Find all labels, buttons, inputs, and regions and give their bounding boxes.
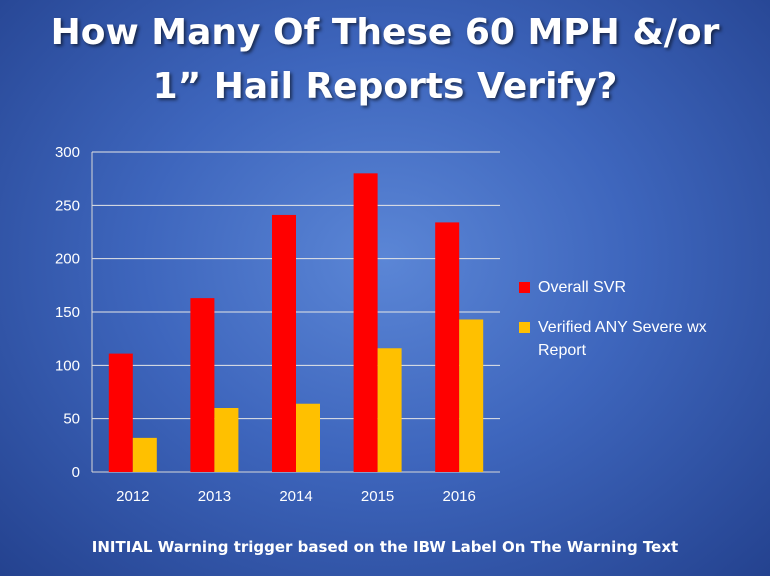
y-tick-label: 150 [55, 304, 80, 321]
y-tick-label: 250 [55, 197, 80, 214]
bar-overall-svr-2012 [108, 353, 133, 472]
y-tick-label: 100 [55, 357, 80, 374]
legend-item-verified: Verified ANY Severe wx Report [519, 316, 759, 362]
legend-swatch-verified [519, 322, 530, 333]
y-tick-label: 200 [55, 251, 80, 268]
x-tick-label: 2013 [198, 488, 231, 505]
bar-overall-svr-2015 [353, 173, 378, 473]
x-tick-label: 2016 [443, 488, 476, 505]
legend-item-overall-svr: Overall SVR [519, 276, 759, 299]
chart-legend: Overall SVR Verified ANY Severe wx Repor… [519, 276, 759, 362]
bar-verified-2013 [214, 408, 239, 472]
y-tick-label: 0 [72, 464, 80, 481]
bar-verified-2015 [377, 348, 402, 472]
title-line-2: 1” Hail Reports Verify? [152, 66, 618, 107]
legend-label-overall-svr: Overall SVR [538, 279, 627, 296]
y-tick-label: 50 [63, 411, 80, 428]
y-tick-label: 300 [55, 144, 80, 161]
footer-note: INITIAL Warning trigger based on the IBW… [91, 538, 679, 556]
bar-verified-2014 [296, 403, 320, 472]
bar-overall-svr-2016 [435, 222, 460, 472]
x-tick-label: 2015 [361, 488, 394, 505]
slide-title: How Many Of These 60 MPH &/or 1” Hail Re… [0, 6, 770, 114]
title-line-1: How Many Of These 60 MPH &/or [50, 12, 720, 53]
bar-verified-2012 [132, 437, 157, 472]
x-tick-label: 2014 [279, 488, 312, 505]
bar-verified-2016 [459, 319, 484, 472]
legend-swatch-overall-svr [519, 282, 530, 293]
x-tick-label: 2012 [116, 488, 149, 505]
bar-overall-svr-2014 [272, 214, 296, 472]
bar-overall-svr-2013 [190, 298, 215, 472]
legend-label-verified: Verified ANY Severe wx Report [538, 319, 707, 359]
